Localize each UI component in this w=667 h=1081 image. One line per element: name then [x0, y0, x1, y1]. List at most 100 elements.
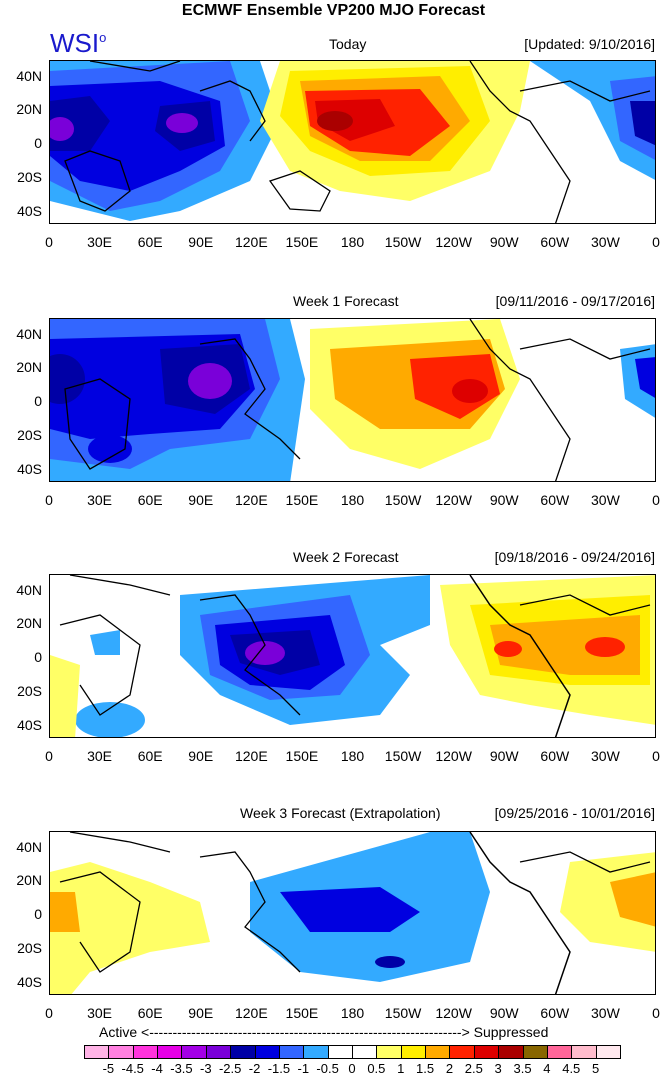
colorbar-label: 4 — [543, 1061, 551, 1076]
panel-2-date: [09/11/2016 - 09/17/2016] — [495, 293, 655, 309]
lon-label: 0 — [45, 1005, 53, 1021]
lon-label: 120E — [234, 1005, 268, 1021]
lat-label: 0 — [34, 393, 42, 409]
colorbar-swatch — [278, 1045, 305, 1059]
lat-label: 40S — [17, 974, 42, 990]
lon-label: 90E — [188, 1005, 214, 1021]
lon-label: 90E — [188, 492, 214, 508]
lon-label: 150E — [285, 492, 319, 508]
colorbar-label: 1 — [397, 1061, 405, 1076]
lat-label: 40S — [17, 203, 42, 219]
lat-label: 20S — [17, 169, 42, 185]
lat-label: 0 — [34, 135, 42, 151]
colorbar: -5 -4.5 -4 -3.5 -3 -2.5 -2 -1.5 -1 -0.5 0 0.5 1 1.5 2 2… — [84, 1045, 621, 1077]
colorbar-swatch — [376, 1045, 402, 1059]
lat-label: 20N — [16, 359, 42, 375]
lon-label: 30W — [591, 1005, 620, 1021]
map-panel-week3 — [49, 831, 656, 995]
lat-label: 20S — [17, 683, 42, 699]
lon-label: 0 — [45, 492, 53, 508]
colorbar-swatch — [327, 1045, 353, 1059]
lon-label: 180 — [340, 234, 365, 250]
lon-label: 150E — [285, 748, 319, 764]
panel-3-title: Week 2 Forecast — [293, 549, 399, 565]
colorbar-label: -0.5 — [316, 1061, 339, 1076]
lat-label: 0 — [34, 906, 42, 922]
colorbar-swatch — [498, 1045, 524, 1059]
colorbar-swatch — [449, 1045, 475, 1059]
lat-label: 0 — [34, 649, 42, 665]
lon-label: 90E — [188, 234, 214, 250]
colorbar-label: -4.5 — [121, 1061, 144, 1076]
colorbar-swatch — [546, 1045, 573, 1059]
lon-label: 0 — [652, 748, 660, 764]
lon-label: 60E — [137, 1005, 163, 1021]
panel-3-date: [09/18/2016 - 09/24/2016] — [494, 549, 655, 565]
lon-label: 30E — [87, 492, 113, 508]
colorbar-label: 4.5 — [562, 1061, 581, 1076]
colorbar-swatch — [254, 1045, 280, 1059]
lon-label: 0 — [652, 1005, 660, 1021]
map-panel-week1 — [49, 318, 656, 482]
lon-label: 90W — [489, 1005, 519, 1021]
lon-label: 120W — [435, 234, 472, 250]
colorbar-label: 3 — [494, 1061, 502, 1076]
lon-label: 150W — [384, 492, 422, 508]
colorbar-swatch — [157, 1045, 183, 1059]
lon-label: 60W — [540, 492, 570, 508]
colorbar-label: 1.5 — [416, 1061, 435, 1076]
lon-label: 180 — [340, 492, 365, 508]
lat-label: 40N — [16, 839, 42, 855]
colorbar-swatch — [473, 1045, 500, 1059]
lon-label: 180 — [340, 748, 365, 764]
lon-label: 150W — [384, 1005, 422, 1021]
colorbar-swatch — [181, 1045, 207, 1059]
lon-label: 150E — [285, 1005, 319, 1021]
colorbar-swatch — [571, 1045, 597, 1059]
colorbar-swatch — [522, 1045, 548, 1059]
lon-label: 30W — [591, 492, 620, 508]
lon-label: 90W — [489, 748, 519, 764]
colorbar-swatch — [205, 1045, 232, 1059]
lat-label: 20S — [17, 940, 42, 956]
lon-label: 90E — [188, 748, 214, 764]
colorbar-swatch — [400, 1045, 427, 1059]
lon-label: 30E — [87, 1005, 113, 1021]
colorbar-label: 5 — [592, 1061, 600, 1076]
lon-label: 60W — [540, 234, 570, 250]
panel-4-title: Week 3 Forecast (Extrapolation) — [240, 805, 441, 821]
lon-label: 120E — [234, 234, 268, 250]
lon-label: 60E — [137, 748, 163, 764]
lon-label: 30W — [591, 234, 620, 250]
colorbar-label: -3 — [200, 1061, 212, 1076]
lat-label: 40N — [16, 326, 42, 342]
colorbar-label: 0 — [348, 1061, 356, 1076]
lat-label: 20N — [16, 101, 42, 117]
lat-label: 20N — [16, 615, 42, 631]
colorbar-swatch — [230, 1045, 256, 1059]
lon-label: 60E — [137, 234, 163, 250]
colorbar-label: 3.5 — [513, 1061, 532, 1076]
colorbar-swatch — [425, 1045, 451, 1059]
colorbar-label: -3.5 — [170, 1061, 193, 1076]
lon-label: 150W — [384, 748, 422, 764]
active-suppressed-note: Active <--------------------------------… — [99, 1024, 549, 1040]
panel-1-title: Today — [329, 36, 367, 52]
lon-label: 120W — [435, 492, 472, 508]
lat-label: 20N — [16, 872, 42, 888]
lon-label: 120W — [435, 748, 472, 764]
panel-4-date: [09/25/2016 - 10/01/2016] — [494, 805, 655, 821]
lon-label: 90W — [489, 492, 519, 508]
colorbar-label: -5 — [102, 1061, 115, 1076]
lat-label: 40N — [16, 68, 42, 84]
lat-label: 20S — [17, 427, 42, 443]
colorbar-label: -4 — [151, 1061, 163, 1076]
lon-label: 0 — [652, 492, 660, 508]
lon-label: 90W — [489, 234, 519, 250]
lon-label: 30E — [87, 234, 113, 250]
lon-label: 120E — [234, 748, 268, 764]
lon-label: 180 — [340, 1005, 365, 1021]
lon-label: 60E — [137, 492, 163, 508]
panel-1-date: [Updated: 9/10/2016] — [524, 36, 655, 52]
lon-label: 60W — [540, 1005, 570, 1021]
